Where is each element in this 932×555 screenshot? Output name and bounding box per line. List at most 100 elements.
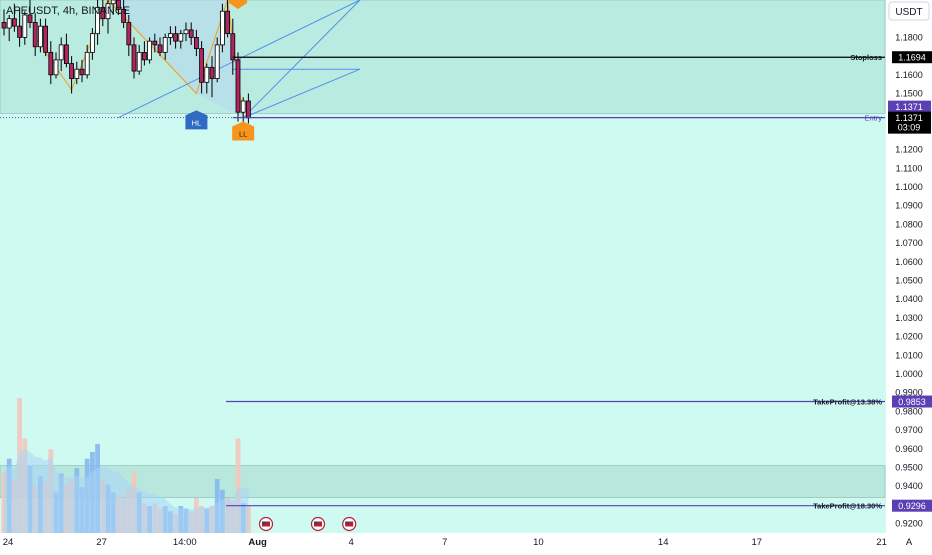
- candle-body: [105, 3, 111, 20]
- pattern-zigzag: [34, 0, 244, 118]
- economic-event-flag-stripes: [314, 521, 322, 527]
- candle-body: [53, 59, 59, 76]
- price-axis[interactable]: 1.18001.16001.15001.14001.12001.11001.10…: [886, 0, 932, 533]
- price-axis-bg: [886, 0, 932, 533]
- price-tick: 0.9900: [895, 388, 923, 398]
- candle-body: [225, 10, 231, 35]
- price-tick: 1.1000: [895, 182, 923, 192]
- candle-body: [84, 51, 90, 76]
- auto-scale-button[interactable]: A: [906, 537, 913, 548]
- candlesticks: [1, 0, 251, 124]
- pattern-triangle-left: [108, 0, 228, 94]
- trade-levels: Stoploss Entry TakeProfit@13.38% TakeProfit…: [0, 53, 885, 511]
- trend-line: [243, 68, 361, 119]
- candle-body: [167, 33, 173, 38]
- candle-body: [230, 33, 236, 61]
- time-tick: 21: [876, 537, 887, 548]
- currency-button[interactable]: USDT: [888, 1, 930, 21]
- price-tick: 1.0600: [895, 257, 923, 267]
- candle-body: [58, 44, 64, 61]
- price-tick: 1.0400: [895, 294, 923, 304]
- candle-body: [1, 22, 7, 29]
- price-zone-1: [0, 465, 886, 498]
- economic-event-flag-canton: [262, 521, 266, 524]
- volume-bars: [1, 398, 251, 533]
- price-tick: 1.1800: [895, 32, 923, 42]
- candle-body: [48, 51, 54, 76]
- level-price-tag: 0.9296: [898, 501, 926, 511]
- price-tick: 1.0900: [895, 201, 923, 211]
- pattern-marker-label: HL: [192, 118, 202, 127]
- price-tick: 1.1200: [895, 145, 923, 155]
- trend-line: [242, 0, 361, 119]
- candle-body: [219, 10, 225, 46]
- time-tick: 24: [3, 537, 14, 548]
- price-tick: 1.1500: [895, 89, 923, 99]
- price-tick: 1.0800: [895, 219, 923, 229]
- countdown-tag: 03:09: [898, 123, 921, 133]
- candle-body: [22, 14, 28, 38]
- level-label-stoploss: Stoploss: [850, 53, 882, 62]
- extra-price-tag-bg: [888, 100, 931, 113]
- candle-body: [240, 100, 246, 113]
- price-tick: 0.9800: [895, 406, 923, 416]
- level-label-tp1: TakeProfit@13.38%: [813, 398, 882, 407]
- last-price-tag: 1.1371: [895, 113, 923, 123]
- candle-body: [27, 14, 33, 23]
- candle-body: [100, 7, 106, 20]
- price-tick: 1.0200: [895, 332, 923, 342]
- candle-body: [188, 29, 194, 38]
- candle-body: [74, 68, 80, 79]
- candle-body: [90, 33, 95, 53]
- price-tick: 1.0100: [895, 350, 923, 360]
- level-price-tag: 1.1694: [898, 53, 926, 63]
- price-tick: 1.0700: [895, 238, 923, 248]
- pattern-marker-label: LL: [239, 130, 247, 139]
- candle-body: [173, 33, 179, 42]
- candle-body: [6, 18, 12, 29]
- economic-event-flag-stripes: [262, 521, 270, 527]
- pattern-marker-ll: [232, 121, 255, 141]
- candle-body: [136, 51, 142, 72]
- symbol-title: APEUSDT, 4h, BINANCE: [6, 5, 130, 17]
- time-tick: 27: [96, 537, 107, 548]
- time-tick: 14:00: [173, 537, 197, 548]
- time-axis[interactable]: 24 27 14:00 Aug 4 7 10 14 17 21 A: [0, 533, 932, 550]
- volume-average-area: [4, 449, 249, 533]
- time-tick: 10: [533, 537, 544, 548]
- candle-body: [204, 66, 210, 83]
- price-tick: 0.9200: [895, 519, 923, 529]
- volume-bar: [235, 438, 241, 533]
- extra-price-tag: 1.1371: [895, 102, 923, 112]
- candle-body: [64, 44, 69, 64]
- level-price-tag: 0.9853: [898, 397, 926, 407]
- candle-body: [199, 48, 205, 83]
- candle-body: [193, 37, 199, 50]
- candle-body: [95, 7, 100, 35]
- price-tick: 0.9500: [895, 463, 923, 473]
- candle-body: [11, 18, 17, 27]
- price-tick: 0.9700: [895, 425, 923, 435]
- time-tick: 17: [752, 537, 763, 548]
- candle-body: [43, 25, 48, 53]
- price-tick: 1.1600: [895, 70, 923, 80]
- candle-body: [147, 40, 153, 61]
- last-price-tag-bg: [888, 111, 931, 134]
- level-label-entry: Entry: [864, 114, 882, 123]
- time-axis-bg: [0, 533, 932, 550]
- level-price-tag-bg: [892, 51, 932, 64]
- currency-label: USDT: [895, 7, 922, 18]
- candle-body: [79, 68, 85, 76]
- candle-body: [121, 8, 126, 23]
- candle-body: [209, 66, 215, 79]
- candle-body: [126, 22, 132, 46]
- economic-event-flag-canton: [345, 521, 349, 524]
- price-tick: 0.9600: [895, 444, 923, 454]
- candle-body: [178, 33, 184, 42]
- time-tick: 7: [442, 537, 447, 548]
- candle-body: [131, 44, 137, 72]
- time-tick: Aug: [248, 537, 267, 548]
- trend-line: [117, 0, 361, 119]
